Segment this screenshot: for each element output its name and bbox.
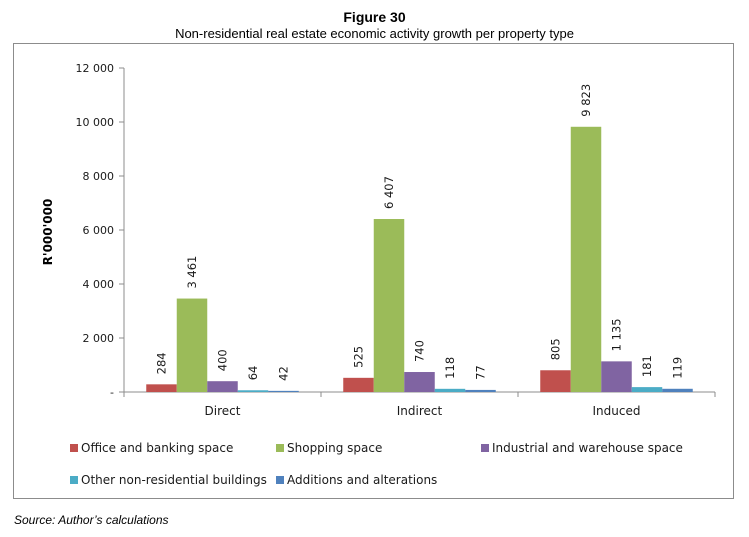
legend-swatch: [70, 444, 78, 452]
data-label: 1 135: [610, 318, 624, 351]
data-label: 525: [352, 346, 366, 368]
chart-frame: [13, 43, 734, 499]
legend-label: Shopping space: [287, 441, 383, 455]
legend-item: Shopping space: [276, 441, 382, 455]
legend-label: Office and banking space: [81, 441, 234, 455]
legend-label: Additions and alterations: [287, 473, 438, 487]
bar: [268, 390, 299, 392]
bar: [465, 389, 496, 392]
y-tick-label: 4 000: [83, 278, 115, 291]
bar: [631, 387, 663, 392]
legend-swatch: [70, 476, 78, 484]
y-tick-label: 2 000: [83, 332, 115, 345]
bar: [207, 381, 238, 392]
data-label: 181: [640, 355, 654, 377]
legend-label: Other non-residential buildings: [81, 473, 267, 487]
legend-item: Industrial and warehouse space: [481, 441, 683, 455]
chart-title: Non-residential real estate economic act…: [175, 26, 574, 41]
y-tick-label: 10 000: [76, 116, 115, 129]
bars: [146, 126, 693, 393]
bar: [237, 390, 269, 392]
y-axis-title: R'000'000: [41, 199, 55, 266]
bar: [662, 388, 693, 392]
y-tick-label: 8 000: [83, 170, 115, 183]
y-tick-label: 12 000: [76, 62, 115, 75]
bar: [434, 388, 466, 392]
figure-number: Figure 30: [343, 9, 406, 25]
source-note: Source: Author’s calculations: [14, 513, 169, 527]
axes: - 2 000 4 000 6 000 8 000 10 000 12 000 Direct I…: [76, 62, 716, 418]
data-label: 6 407: [382, 176, 396, 209]
legend-swatch: [276, 444, 284, 452]
data-label: 3 461: [185, 256, 199, 289]
data-label: 805: [549, 338, 563, 360]
bar: [404, 372, 435, 392]
y-tick-label: 6 000: [83, 224, 115, 237]
legend-item: Other non-residential buildings: [70, 473, 267, 487]
data-label: 64: [246, 366, 260, 381]
data-label: 42: [277, 366, 291, 381]
x-category-label: Indirect: [397, 404, 443, 418]
data-label: 740: [413, 340, 427, 362]
legend-swatch: [481, 444, 489, 452]
bar: [540, 370, 571, 392]
bar: [373, 219, 405, 392]
data-label: 400: [216, 349, 230, 371]
bar: [601, 361, 632, 392]
data-label: 77: [474, 365, 488, 380]
legend-item: Additions and alterations: [276, 473, 437, 487]
legend-item: Office and banking space: [70, 441, 233, 455]
y-tick-label: -: [110, 386, 114, 399]
bar: [146, 384, 177, 392]
data-label: 118: [443, 357, 457, 379]
data-labels: 284 3 461 400 64 42 525 6 407 740 118 77 805 9 823 1…: [155, 84, 685, 381]
data-label: 9 823: [579, 84, 593, 117]
bar: [570, 126, 602, 393]
data-label: 284: [155, 352, 169, 374]
legend-swatch: [276, 476, 284, 484]
bar: [343, 377, 374, 392]
x-category-label: Induced: [593, 404, 641, 418]
bar: [176, 298, 208, 392]
legend-label: Industrial and warehouse space: [492, 441, 683, 455]
data-label: 119: [671, 357, 685, 379]
x-category-label: Direct: [205, 404, 241, 418]
